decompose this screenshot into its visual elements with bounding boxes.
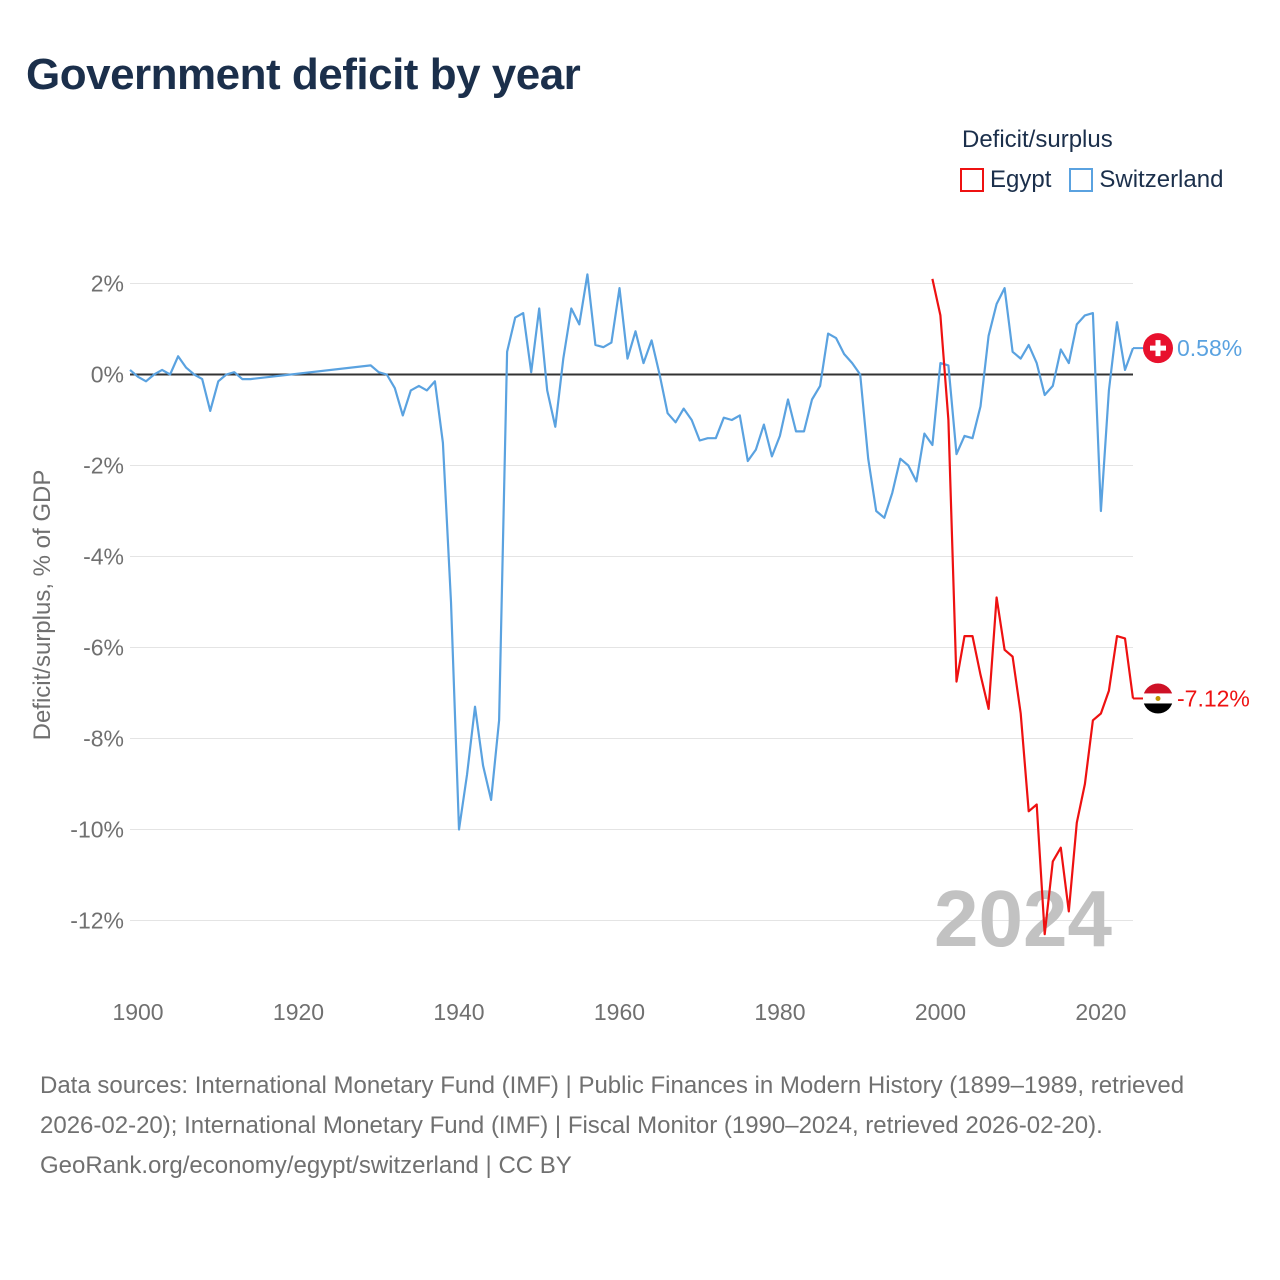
legend-label-egypt: Egypt [990, 166, 1052, 193]
y-tick-label: -2% [83, 453, 124, 479]
legend-item-switzerland[interactable]: Switzerland [1069, 166, 1223, 194]
y-tick-label: -6% [83, 635, 124, 661]
x-tick-label: 2000 [915, 999, 966, 1025]
y-tick-label: 2% [91, 271, 124, 297]
data-sources: Data sources: International Monetary Fun… [40, 1072, 1185, 1139]
y-axis-label: Deficit/surplus, % of GDP [29, 470, 56, 741]
legend-item-egypt[interactable]: Egypt [960, 166, 1051, 194]
credit-link[interactable]: GeoRank.org/economy/egypt/switzerland | … [40, 1152, 572, 1179]
x-tick-label: 1920 [273, 999, 324, 1025]
legend: Egypt Switzerland [960, 166, 1241, 194]
series-lines [129, 273, 1143, 936]
gridlines [130, 283, 1133, 921]
swiss-cross-icon [1150, 340, 1166, 357]
y-tick-label: -10% [70, 817, 124, 843]
chart: 2% 0% -2% -4% -6% -8% -10% -12% 1900 1920 1940 196… [29, 271, 1250, 1026]
footer: Data sources: International Monetary Fun… [40, 1066, 1240, 1186]
switzerland-end-label: 0.58% [1177, 335, 1242, 361]
y-axis-ticks: 2% 0% -2% -4% -6% -8% -10% -12% [70, 271, 124, 934]
legend-title: Deficit/surplus [962, 126, 1113, 153]
x-tick-label: 1980 [754, 999, 805, 1025]
y-tick-label: 0% [91, 362, 124, 388]
egypt-end-marker[interactable]: -7.12% [1143, 683, 1250, 714]
legend-swatch-switzerland [1069, 168, 1094, 192]
y-tick-label: -4% [83, 544, 124, 570]
x-tick-label: 1900 [112, 999, 163, 1025]
page-title: Government deficit by year [26, 50, 581, 99]
switzerland-line[interactable] [129, 273, 1135, 831]
egypt-end-label: -7.12% [1177, 685, 1250, 711]
legend-swatch-egypt [960, 168, 984, 192]
y-tick-label: -12% [70, 908, 124, 934]
legend-label-switzerland: Switzerland [1099, 166, 1224, 193]
x-tick-label: 1940 [433, 999, 484, 1025]
year-watermark: 2024 [934, 874, 1112, 963]
x-tick-label: 1960 [594, 999, 645, 1025]
x-tick-label: 2020 [1075, 999, 1126, 1025]
y-tick-label: -8% [83, 726, 124, 752]
egypt-line[interactable] [931, 278, 1135, 936]
egypt-flag-icon [1143, 683, 1173, 714]
x-axis-ticks: 1900 1920 1940 1960 1980 2000 2020 [112, 999, 1126, 1025]
switzerland-end-marker[interactable]: 0.58% [1143, 333, 1242, 364]
